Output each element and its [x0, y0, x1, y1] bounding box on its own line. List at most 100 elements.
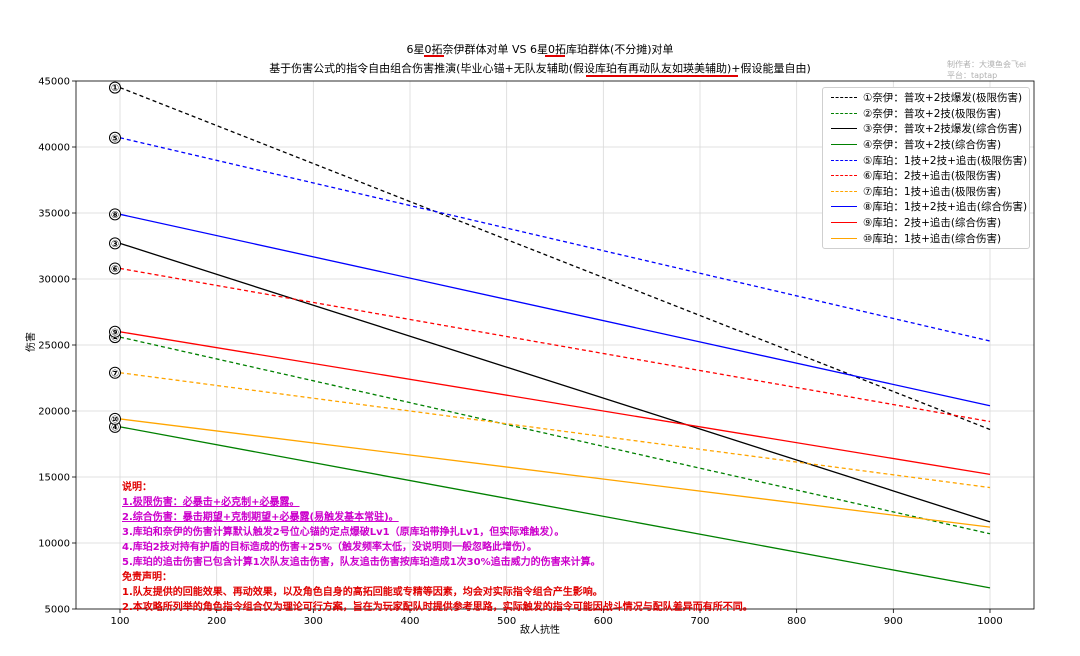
x-tick-label: 800 [787, 616, 806, 627]
series-line-8 [119, 213, 991, 407]
note-item: 2.综合伤害：暴击期望+克制期望+必暴露(易触发基本常驻)。 [122, 512, 399, 523]
series-marker-6 [109, 262, 121, 275]
y-tick-label: 5000 [45, 605, 70, 616]
note-item: 1.极限伤害：必暴击+必克制+必暴露。 [122, 497, 300, 508]
series-marker-label: ⑤ [111, 133, 119, 144]
series-marker-8 [109, 208, 121, 221]
notes-heading: 说明： [122, 482, 152, 493]
legend-swatch [831, 112, 857, 114]
legend-item: ⑦库珀：1技+追击(极限伤害) [823, 184, 1029, 200]
series-marker-label: ⑩ [111, 415, 119, 426]
legend-swatch [831, 128, 857, 130]
y-tick-label: 40000 [38, 143, 70, 154]
legend-label: ②奈伊：普攻+2技(极限伤害) [863, 107, 1002, 120]
series-markers: ① ② ③ ④ ⑤ ⑥ ⑦ ⑧ ⑨ ⑩ [109, 81, 121, 433]
y-tick-label: 20000 [38, 407, 70, 418]
x-tick-label: 500 [497, 616, 516, 627]
series-marker-label: ④ [111, 422, 119, 433]
legend-swatch [831, 97, 857, 99]
legend-label: ④奈伊：普攻+2技(综合伤害) [863, 139, 1002, 152]
legend-label: ⑥库珀：2技+追击(极限伤害) [863, 170, 1002, 183]
disclaimer-item: 2.本攻略所列举的角色指令组合仅为理论可行方案，旨在为玩家配队时提供参考思路，实… [122, 602, 753, 613]
notes-block: 说明： 1.极限伤害：必暴击+必克制+必暴露。 2.综合伤害：暴击期望+克制期望… [122, 480, 753, 615]
legend-item: ④奈伊：普攻+2技(综合伤害) [823, 137, 1029, 153]
series-line-2 [119, 336, 991, 535]
series-marker-label: ⑨ [111, 327, 119, 338]
series-lines [119, 86, 991, 589]
legend-swatch [831, 222, 857, 224]
legend-item: ⑩库珀：1技+追击(综合伤害) [823, 230, 1029, 246]
series-marker-label: ⑦ [111, 368, 119, 379]
subtitle-underline [586, 75, 738, 77]
series-line-7 [119, 372, 991, 489]
y-tick-label: 30000 [38, 275, 70, 286]
x-tick-label: 200 [207, 616, 226, 627]
legend-item: ③奈伊：普攻+2技爆发(综合伤害) [823, 121, 1029, 137]
legend-item: ①奈伊：普攻+2技爆发(极限伤害) [823, 90, 1029, 106]
legend-swatch [831, 175, 857, 177]
series-marker-10 [109, 412, 121, 425]
series-marker-label: ⑧ [111, 210, 119, 221]
series-line-3 [119, 242, 991, 523]
series-marker-label: ⑥ [111, 264, 119, 275]
legend-swatch [831, 206, 857, 208]
series-marker-9 [109, 325, 121, 338]
series-line-1 [119, 86, 991, 431]
series-line-5 [119, 137, 991, 342]
y-tick-label: 45000 [38, 77, 70, 88]
y-tick-label: 25000 [38, 341, 70, 352]
axis-ticks: 100 200 300 400 500 600 700 800 900 1000 5000 10000… [38, 77, 1003, 628]
title-underline [545, 55, 565, 57]
series-marker-7 [109, 366, 121, 379]
series-line-4 [119, 426, 991, 589]
legend: ①奈伊：普攻+2技爆发(极限伤害) ②奈伊：普攻+2技(极限伤害) ③奈伊：普攻+2… [822, 87, 1030, 249]
x-tick-label: 700 [690, 616, 709, 627]
series-marker-5 [109, 131, 121, 144]
legend-label: ⑨库珀：2技+追击(综合伤害) [863, 217, 1002, 230]
title-underline [424, 55, 444, 57]
x-tick-label: 600 [594, 616, 613, 627]
x-tick-label: 400 [400, 616, 419, 627]
legend-item: ⑥库珀：2技+追击(极限伤害) [823, 168, 1029, 184]
y-axis-label: 伤害 [26, 332, 37, 352]
legend-swatch [831, 237, 857, 239]
x-axis-label: 敌人抗性 [520, 625, 560, 636]
note-item: 3.库珀和奈伊的伤害计算默认触发2号位心锚的定点爆破Lv1（原库珀带挣扎Lv1，… [122, 527, 565, 538]
chart-title: 6星0拓奈伊群体对单 VS 6星0拓库珀群体(不分摊)对单 [406, 43, 674, 56]
series-line-6 [119, 267, 991, 423]
y-tick-label: 35000 [38, 209, 70, 220]
watermark: 制作者：大漠鱼会飞ei 平台：taptap [947, 59, 1026, 81]
note-item: 4.库珀2技对持有护盾的目标造成的伤害+25%（触发频率太低，没说明则一般忽略此… [122, 542, 538, 553]
y-tick-label: 15000 [38, 473, 70, 484]
legend-item: ⑨库珀：2技+追击(综合伤害) [823, 215, 1029, 231]
watermark-author: 制作者：大漠鱼会飞ei [947, 60, 1027, 69]
legend-label: ⑧库珀：1技+2技+追击(综合伤害) [863, 201, 1028, 214]
disclaimer-item: 1.队友提供的回能效果、再动效果，以及角色自身的高拓回能或专精等因素，均会对实际… [122, 587, 603, 598]
series-marker-1 [109, 81, 121, 94]
legend-item: ⑤库珀：1技+2技+追击(极限伤害) [823, 152, 1029, 168]
series-marker-label: ② [111, 333, 119, 344]
series-marker-3 [109, 237, 121, 250]
legend-label: ⑤库珀：1技+2技+追击(极限伤害) [863, 154, 1028, 167]
legend-swatch [831, 190, 857, 192]
x-tick-label: 300 [304, 616, 323, 627]
legend-label: ⑦库珀：1技+追击(极限伤害) [863, 185, 1002, 198]
x-tick-label: 1000 [977, 616, 1002, 627]
legend-swatch [831, 144, 857, 146]
series-line-10 [119, 418, 991, 528]
legend-item: ②奈伊：普攻+2技(极限伤害) [823, 106, 1029, 122]
note-item: 5.库珀的追击伤害已包含计算1次队友追击伤害，队友追击伤害按库珀造成1次30%追… [122, 557, 601, 568]
disclaimer-heading: 免责声明： [122, 572, 172, 583]
x-tick-label: 100 [110, 616, 129, 627]
watermark-platform: 平台：taptap [947, 71, 998, 80]
legend-label: ③奈伊：普攻+2技爆发(综合伤害) [863, 123, 1023, 136]
legend-label: ⑩库珀：1技+追击(综合伤害) [863, 232, 1002, 245]
series-marker-label: ① [111, 83, 119, 94]
chart-subtitle: 基于伤害公式的指令自由组合伤害推演(毕业心锚+无队友辅助(假设库珀有再动队友如瑛… [269, 62, 811, 75]
series-marker-label: ③ [111, 239, 119, 250]
plot-frame [75, 80, 1035, 610]
legend-swatch [831, 159, 857, 161]
legend-label: ①奈伊：普攻+2技爆发(极限伤害) [863, 92, 1023, 105]
x-tick-label: 900 [884, 616, 903, 627]
series-line-9 [119, 331, 991, 476]
